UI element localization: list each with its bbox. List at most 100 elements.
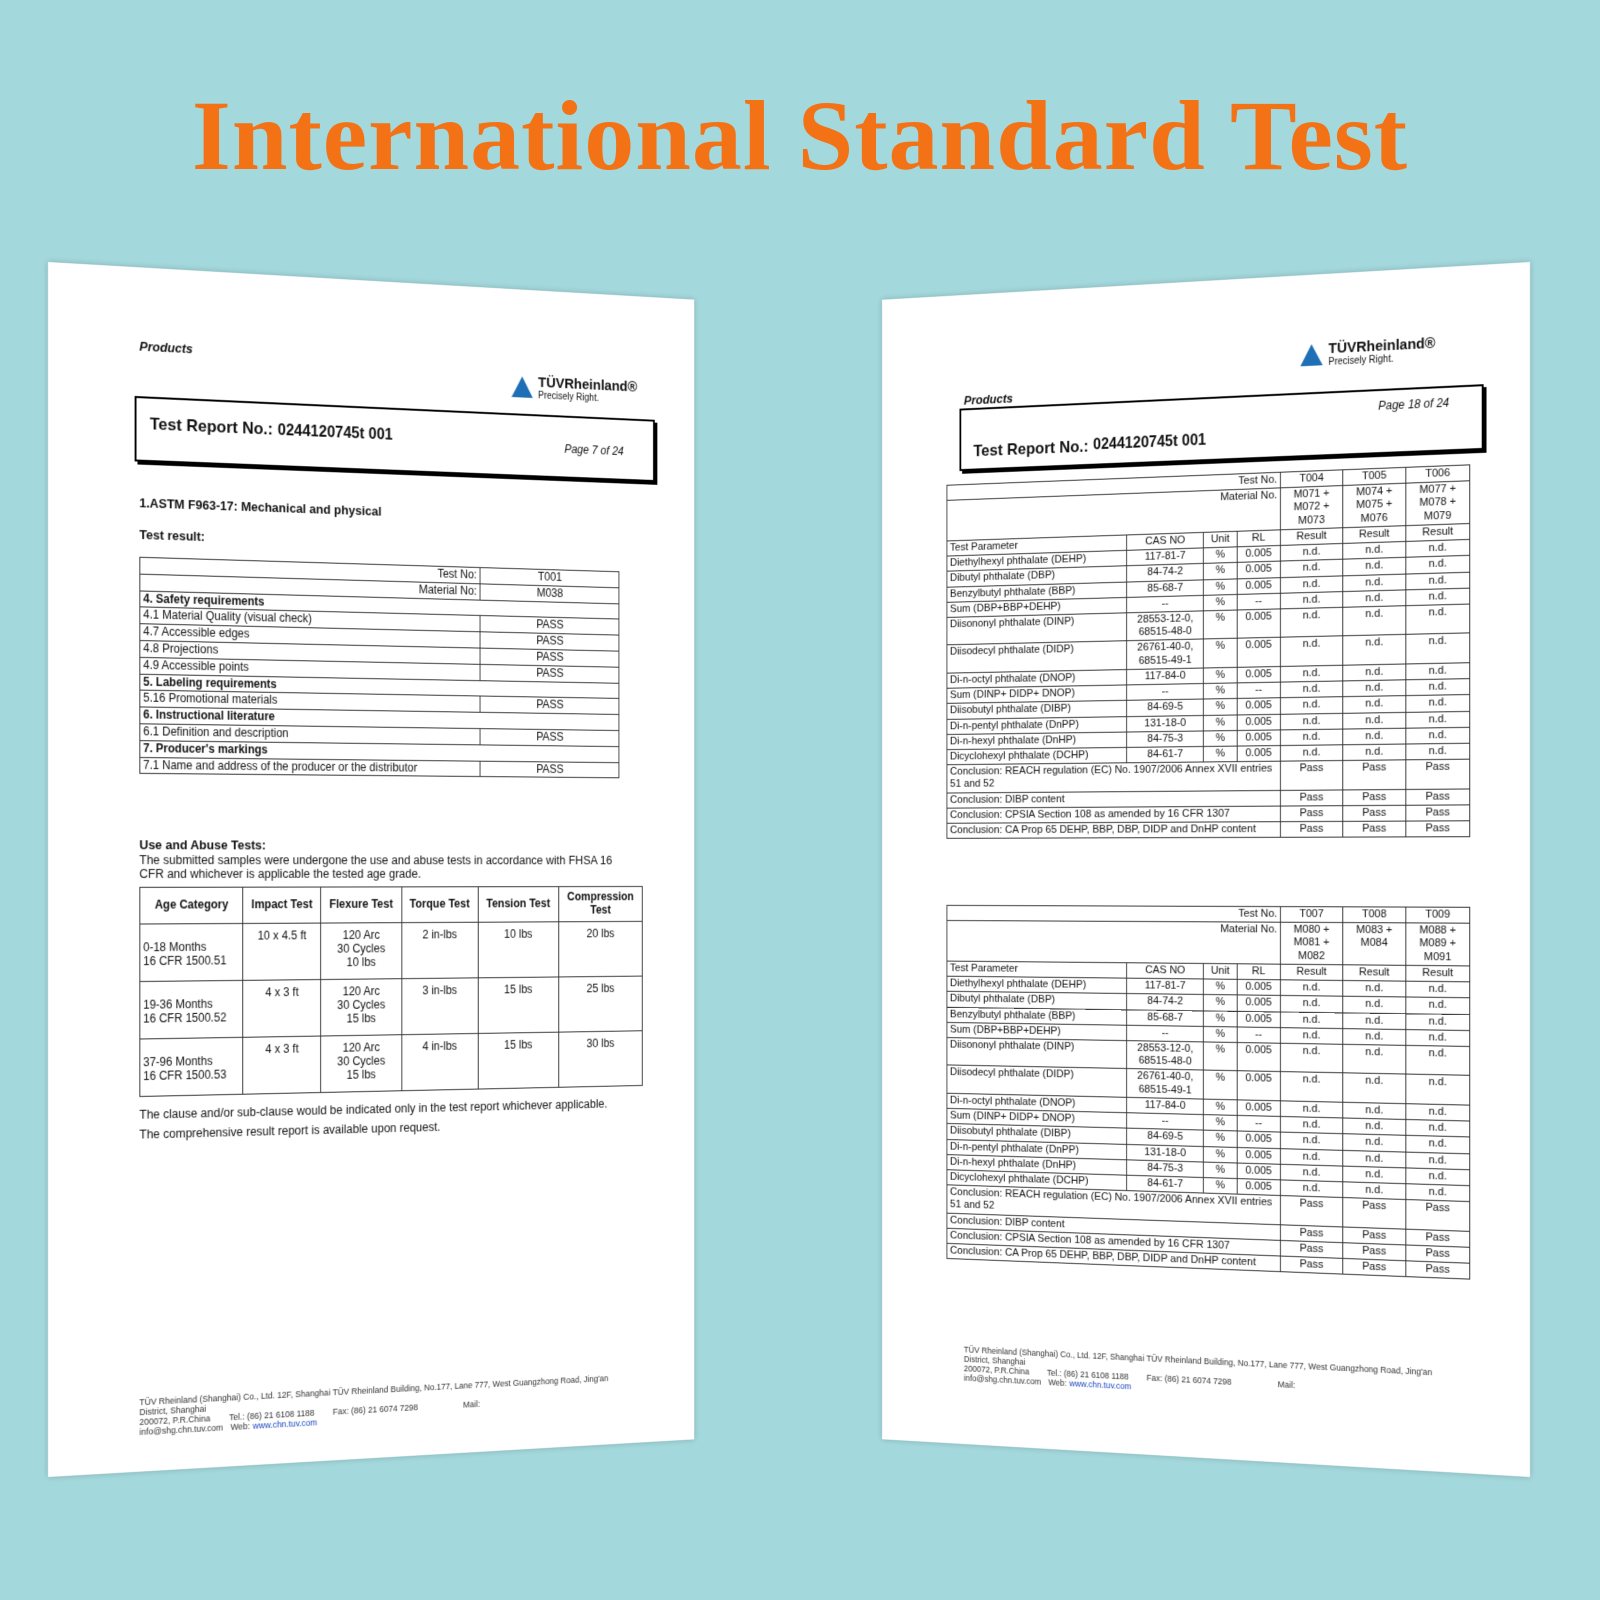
param-cell: n.d. (1280, 996, 1342, 1013)
material-no: M088 + M089 + M091 (1406, 923, 1470, 966)
param-cell: n.d. (1406, 572, 1470, 590)
footer-web-label: Web: (231, 1421, 250, 1432)
param-cell: n.d. (1406, 1136, 1470, 1154)
param-cell: -- (1237, 1027, 1281, 1044)
abuse-cell: 4 x 3 ft (243, 980, 321, 1038)
column-label: RL (1237, 530, 1281, 547)
conclusion-cell: Pass (1343, 821, 1406, 837)
param-cell: n.d. (1343, 996, 1406, 1013)
param-cell: n.d. (1280, 1072, 1342, 1102)
param-cell: 0.005 (1237, 979, 1281, 995)
abuse-table: Age Category Impact Test Flexure Test Torqu… (139, 886, 642, 1097)
param-cell: 84-69-5 (1127, 699, 1204, 716)
conclusion-cell: Pass (1406, 1261, 1470, 1280)
param-cell: % (1204, 610, 1237, 639)
param-cell: n.d. (1343, 635, 1406, 665)
param-cell: % (1204, 1130, 1237, 1147)
param-cell: % (1204, 594, 1237, 611)
page-number: Page 18 of 24 (1378, 396, 1449, 413)
param-cell: % (1204, 547, 1237, 564)
param-cell: n.d. (1406, 727, 1470, 744)
param-cell: % (1204, 699, 1237, 715)
param-cell: % (1204, 1162, 1237, 1179)
result-label: Result (1343, 965, 1406, 982)
param-cell: n.d. (1406, 1120, 1470, 1138)
param-cell: 0.005 (1237, 546, 1281, 563)
param-cell: n.d. (1280, 1117, 1342, 1134)
param-cell: n.d. (1280, 681, 1342, 698)
conclusion-cell: Pass (1343, 760, 1406, 790)
param-cell: n.d. (1280, 1012, 1342, 1029)
abuse-cell: 120 Arc 30 Cycles 15 lbs (321, 979, 402, 1036)
abuse-cell: 10 x 4.5 ft (243, 923, 321, 980)
param-cell: n.d. (1343, 696, 1406, 713)
param-cell: 0.005 (1237, 1100, 1281, 1117)
param-cell: % (1204, 979, 1237, 995)
conclusion-cell: Conclusion: REACH regulation (EC) No. 19… (947, 761, 1281, 792)
column-label: CAS NO (1127, 963, 1204, 979)
param-cell: Diisononyl phthalate (DINP) (947, 613, 1127, 645)
section-title: 1.ASTM F963-17: Mechanical and physical (139, 495, 381, 518)
logo: TÜVRheinland® Precisely Right. (512, 373, 638, 406)
abuse-cell: 4 in-lbs (401, 1033, 477, 1090)
param-cell: n.d. (1280, 713, 1342, 730)
param-cell: 0.005 (1237, 1179, 1281, 1196)
result-table: Test No: T001 Material No: M038 4. Safety re… (139, 557, 619, 779)
param-cell: n.d. (1406, 1074, 1470, 1105)
conclusion-cell: Pass (1343, 789, 1406, 805)
abuse-cell: 25 lbs (558, 976, 642, 1032)
param-cell: n.d. (1343, 664, 1406, 681)
column-label: RL (1237, 964, 1281, 980)
param-cell: n.d. (1406, 540, 1470, 558)
param-cell: n.d. (1280, 1027, 1342, 1044)
result-label: Result (1406, 965, 1470, 982)
param-cell: 0.005 (1237, 698, 1281, 714)
report-label: Test Report No.: (150, 414, 273, 439)
conclusion-cell: Pass (1406, 1200, 1470, 1231)
abuse-cell: 4 x 3 ft (243, 1036, 321, 1094)
abuse-cell: 30 lbs (558, 1031, 642, 1088)
conclusion-row: Conclusion: CA Prop 65 DEHP, BBP, DBP, D… (947, 821, 1470, 839)
param-cell: n.d. (1406, 1168, 1470, 1186)
conclusion-cell: Pass (1343, 1198, 1406, 1229)
left-page: Products TÜVRheinland® Precisely Right. Tes… (48, 262, 694, 1477)
param-cell: 0.005 (1237, 1011, 1281, 1027)
param-cell: 117-81-7 (1127, 978, 1204, 995)
page-number: Page 7 of 24 (564, 442, 623, 458)
param-cell: n.d. (1280, 697, 1342, 714)
param-cell: % (1204, 683, 1237, 699)
param-cell: 0.005 (1237, 745, 1281, 761)
param-cell: n.d. (1280, 1132, 1342, 1150)
abuse-cell: 37-96 Months 16 CFR 1500.53 (140, 1037, 243, 1096)
banner-title: International Standard Test (0, 78, 1600, 193)
abuse-col: Flexure Test (321, 887, 402, 923)
param-cell: n.d. (1406, 663, 1470, 680)
param-cell: n.d. (1343, 574, 1406, 592)
param-cell: n.d. (1280, 575, 1342, 593)
result-value: PASS (480, 761, 619, 778)
param-cell: n.d. (1406, 679, 1470, 696)
footer-web[interactable]: www.chn.tuv.com (1069, 1378, 1131, 1391)
footer-web[interactable]: www.chn.tuv.com (253, 1417, 317, 1430)
abuse-col: Impact Test (243, 887, 321, 923)
param-cell: n.d. (1406, 588, 1470, 606)
param-cell: 84-61-7 (1127, 746, 1204, 763)
footer: TÜV Rheinland (Shanghai) Co., Ltd. 12F, … (964, 1345, 1456, 1408)
param-cell: 0.005 (1237, 666, 1281, 683)
param-cell: -- (1237, 1115, 1281, 1132)
right-page: Products TÜVRheinland® Precisely Right. Tes… (882, 262, 1530, 1477)
logo-icon (1300, 344, 1322, 367)
param-cell: n.d. (1406, 1013, 1470, 1030)
param-cell: -- (1237, 682, 1281, 699)
conclusion-cell: Pass (1406, 789, 1470, 806)
logo-text: TÜVRheinland® Precisely Right. (1328, 335, 1435, 368)
param-cell: n.d. (1406, 1045, 1470, 1075)
column-label: Unit (1204, 963, 1237, 979)
header-label: Products (964, 391, 1013, 408)
param-cell: n.d. (1343, 1012, 1406, 1029)
conclusion-cell: Pass (1343, 805, 1406, 821)
param-cell: n.d. (1280, 1148, 1342, 1166)
param-cell: 0.005 (1237, 638, 1281, 668)
param-cell: % (1204, 563, 1237, 580)
